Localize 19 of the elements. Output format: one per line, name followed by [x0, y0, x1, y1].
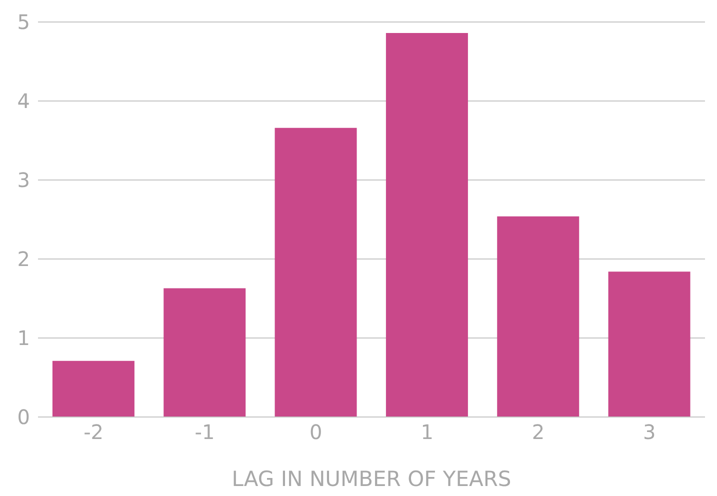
- y-tick-label: 4: [17, 89, 30, 114]
- y-tick-label: 1: [17, 326, 30, 350]
- x-tick-label: 1: [420, 420, 434, 444]
- x-axis-title: LAG IN NUMBER OF YEARS: [232, 467, 512, 491]
- x-tick-label: 0: [310, 420, 322, 444]
- bar: [52, 360, 134, 417]
- y-tick-label: 0: [17, 405, 30, 430]
- bar: [497, 216, 580, 417]
- x-tick-label: 2: [532, 420, 545, 444]
- y-tick-label: 2: [17, 247, 30, 272]
- y-tick-label: 5: [17, 10, 30, 34]
- x-tick-label: -2: [84, 420, 104, 444]
- x-tick-label: -1: [194, 420, 215, 444]
- y-tick-label: 3: [17, 168, 30, 192]
- bar: [608, 272, 690, 417]
- bar: [164, 288, 246, 417]
- x-tick-label: 3: [643, 420, 656, 444]
- bar: [274, 128, 357, 417]
- bar: [386, 33, 468, 417]
